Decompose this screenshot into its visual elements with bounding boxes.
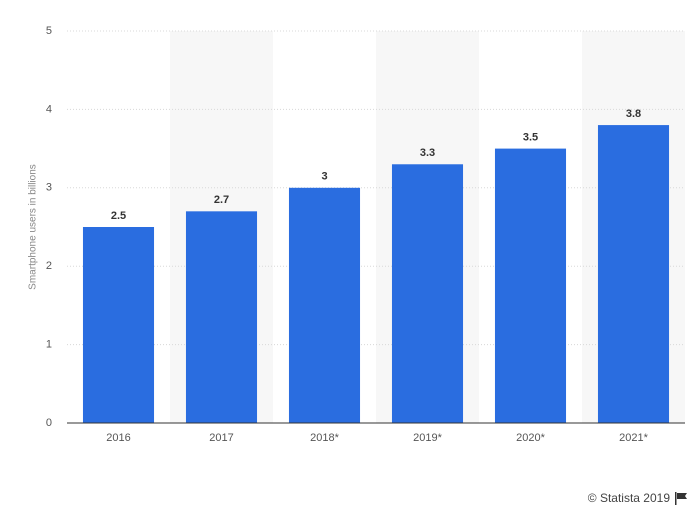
value-label: 3.3 <box>420 147 435 159</box>
x-tick-label: 2018* <box>310 432 339 444</box>
bar <box>391 164 464 423</box>
flag-icon <box>675 492 687 505</box>
bar <box>494 148 567 423</box>
value-label: 2.5 <box>111 210 126 222</box>
x-tick-label: 2016 <box>106 432 130 444</box>
y-tick-label: 4 <box>46 103 52 115</box>
value-label: 3 <box>321 171 327 183</box>
x-tick-label: 2019* <box>413 432 442 444</box>
bar <box>597 125 670 423</box>
value-label: 3.8 <box>626 108 641 120</box>
y-tick-label: 2 <box>46 260 52 272</box>
x-tick-label: 2020* <box>516 432 545 444</box>
x-tick-label: 2017 <box>209 432 233 444</box>
bar <box>82 227 155 423</box>
bar <box>185 211 258 423</box>
x-tick-label: 2021* <box>619 432 648 444</box>
y-tick-label: 5 <box>46 25 52 37</box>
y-tick-label: 3 <box>46 182 52 194</box>
y-tick-label: 1 <box>46 339 52 351</box>
credit: © Statista 2019 <box>588 491 671 505</box>
y-tick-label: 0 <box>46 417 52 429</box>
y-axis-label: Smartphone users in billions <box>28 164 39 290</box>
value-label: 3.5 <box>523 132 538 144</box>
value-label: 2.7 <box>214 194 229 206</box>
bar <box>288 187 361 423</box>
